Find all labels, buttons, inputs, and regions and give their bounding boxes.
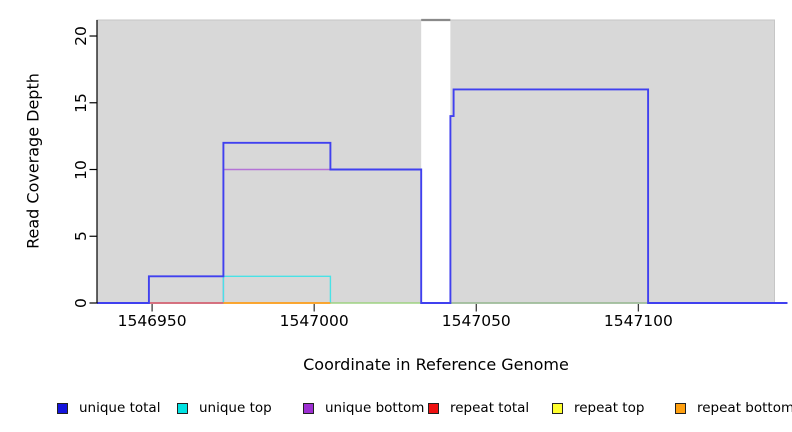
legend-item-unique-bottom: unique bottom [303,400,424,416]
legend-item-repeat-total: repeat total [428,400,529,416]
legend-label: repeat bottom [697,400,792,416]
unique-top-swatch-icon [177,402,188,414]
x-tick-label: 1546950 [117,312,187,330]
y-tick-label: 5 [72,231,90,242]
legend-item-repeat-bottom: repeat bottom [675,400,792,416]
repeat-bottom-swatch-icon [675,402,686,414]
legend-label: repeat top [574,400,645,416]
y-tick-label: 20 [72,26,90,46]
y-tick-label: 15 [72,92,90,113]
y-tick-label: 10 [72,159,90,180]
legend-item-unique-total: unique total [57,400,160,416]
x-tick-label: 1547000 [279,312,349,330]
legend-label: unique bottom [325,400,425,416]
legend-label: unique top [199,400,272,416]
legend-item-repeat-top: repeat top [552,400,644,416]
legend-label: repeat total [450,400,530,416]
repeat-total-swatch-icon [428,402,439,414]
x-axis-title: Coordinate in Reference Genome [303,355,569,374]
unique-bottom-swatch-icon [303,402,314,414]
x-tick-label: 1547100 [603,312,673,330]
y-tick-label: 0 [72,298,90,308]
x-tick-label: 1547050 [441,312,511,330]
legend-label: unique total [79,400,161,416]
legend-item-unique-top: unique top [177,400,272,416]
repeat-top-swatch-icon [552,402,563,414]
y-axis-title: Read Coverage Depth [23,73,43,249]
unique-total-swatch-icon [57,402,68,414]
